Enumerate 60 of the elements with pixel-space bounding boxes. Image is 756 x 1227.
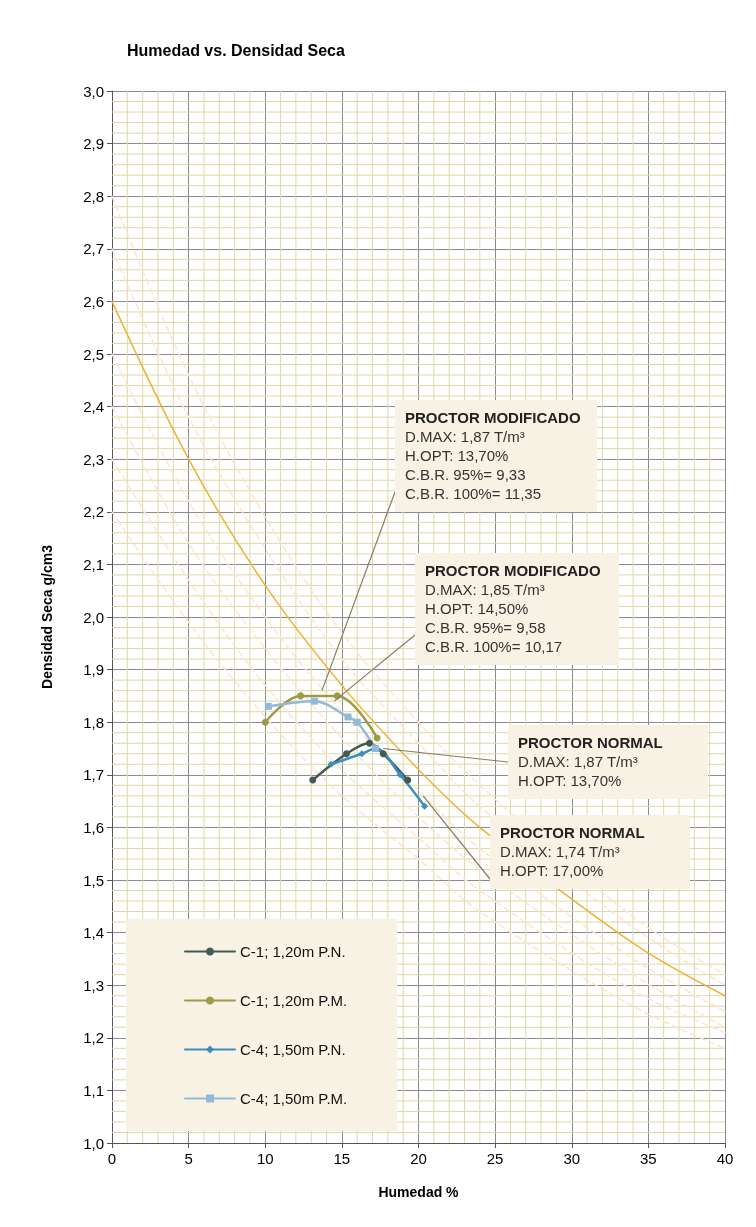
y-tick-label: 2,4 (83, 398, 104, 416)
point (297, 692, 304, 700)
point (404, 776, 412, 784)
point (261, 718, 269, 726)
point (379, 750, 387, 758)
x-tick-label: 0 (107, 1150, 117, 1167)
point (264, 702, 272, 710)
annotation: PROCTOR MODIFICADO D.MAX: 1,85 T/m³ H.OPT: 14,50% C.B.R. 95%= 9,58 C.B.R. 100%= 10,17 (425, 561, 602, 656)
x-tick-label: 10 (256, 1150, 274, 1167)
annotation: PROCTOR NORMAL D.MAX: 1,87 T/m³ H.OPT: 13,70% (518, 733, 664, 790)
callout-box: PROCTOR NORMAL D.MAX: 1,87 T/m³ H.OPT: 13,70% (508, 725, 708, 799)
point (344, 713, 352, 721)
y-axis-title: Densidad Seca g/cm3 (39, 544, 55, 689)
y-tick-label: 1,7 (83, 766, 104, 784)
y-tick-label: 1,1 (83, 1081, 104, 1099)
point (309, 776, 317, 784)
point (421, 802, 429, 810)
x-tick-label: 15 (333, 1150, 351, 1167)
x-axis-title: Humedad % (378, 1184, 460, 1200)
y-tick-label: 2,0 (83, 608, 104, 626)
annotation: PROCTOR NORMAL D.MAX: 1,74 T/m³ H.OPT: 17,00% (500, 823, 646, 880)
callout-box: PROCTOR NORMAL D.MAX: 1,74 T/m³ H.OPT: 17,00% (490, 815, 690, 889)
annotation: PROCTOR MODIFICADO D.MAX: 1,87 T/m³ H.OPT: 13,70% C.B.R. 95%= 9,33 C.B.R. 100%= 11,35 (405, 408, 582, 503)
x-tick-label: 40 (716, 1150, 734, 1167)
y-tick-label: 3,0 (83, 82, 104, 100)
point (365, 739, 373, 747)
y-tick-label: 1,8 (83, 713, 104, 731)
y-tick-label: 2,3 (83, 450, 104, 468)
y-tick-label: 2,2 (83, 503, 104, 521)
legend-label: C-1; 1,20m P.N. (240, 943, 346, 960)
y-tick-label: 2,7 (83, 240, 104, 258)
x-tick-label: 5 (184, 1150, 193, 1167)
point (353, 718, 361, 726)
y-tick-label: 2,9 (83, 135, 104, 153)
y-tick-label: 2,1 (83, 555, 104, 573)
chart-title: Humedad vs. Densidad Seca (127, 41, 345, 59)
y-tick-label: 1,0 (83, 1134, 104, 1152)
callout-box: PROCTOR MODIFICADO D.MAX: 1,85 T/m³ H.OPT: 14,50% C.B.R. 95%= 9,58 C.B.R. 100%= 10,17 (415, 553, 619, 665)
y-tick-label: 1,4 (83, 924, 104, 942)
y-tick-label: 2,8 (83, 187, 104, 205)
point (327, 760, 335, 768)
point (342, 750, 350, 758)
y-tick-label: 2,6 (83, 292, 104, 310)
x-tick-label: 25 (486, 1150, 504, 1167)
x-tick-label: 35 (640, 1150, 657, 1167)
y-tick-label: 2,5 (83, 345, 104, 363)
point (396, 771, 404, 779)
y-tick-label: 1,2 (83, 1029, 104, 1047)
callout-box: PROCTOR MODIFICADO D.MAX: 1,87 T/m³ H.OPT: 13,70% C.B.R. 95%= 9,33 C.B.R. 100%= 11,35 (395, 400, 597, 512)
y-tick-label: 1,6 (83, 818, 104, 836)
y-tick-label: 1,5 (83, 871, 104, 889)
legend-label: C-4; 1,50m P.M. (240, 1090, 348, 1107)
point (310, 697, 318, 705)
x-tick-label: 20 (410, 1150, 427, 1167)
y-tick-label: 1,9 (83, 661, 104, 679)
y-tick-label: 1,3 (83, 976, 104, 994)
point (358, 750, 366, 758)
legend-label: C-1; 1,20m P.M. (240, 992, 348, 1009)
legend-label: C-4; 1,50m P.N. (240, 1041, 346, 1058)
x-tick-label: 30 (563, 1150, 581, 1167)
